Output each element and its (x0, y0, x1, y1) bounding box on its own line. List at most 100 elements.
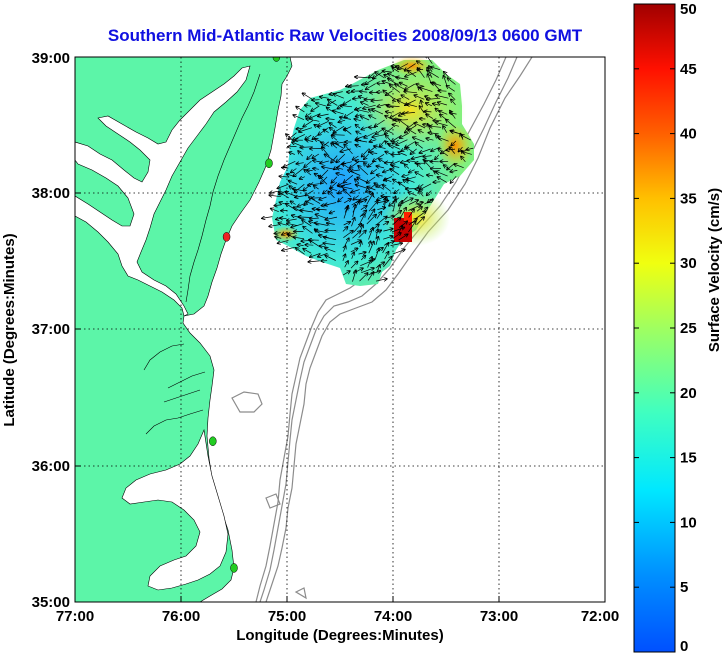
velocity-vector-arrow (361, 268, 374, 274)
velocity-vector-arrow (341, 187, 353, 189)
bathymetry-contour-2 (259, 57, 518, 602)
velocity-vector-arrow (343, 99, 352, 105)
velocity-vector-arrow (402, 175, 410, 177)
velocity-vector-arrow (420, 87, 433, 92)
velocity-vector-arrow (429, 126, 442, 127)
velocity-vector-arrow (329, 188, 338, 190)
velocity-vector-arrow (383, 197, 387, 210)
velocity-vector-arrow (340, 105, 353, 106)
velocity-vector-arrow (449, 147, 456, 154)
velocity-vector-arrow (376, 216, 387, 226)
velocity-vector-arrow (382, 128, 393, 134)
velocity-vector-arrow (322, 167, 335, 170)
velocity-vector-arrow (371, 100, 383, 101)
velocity-vector-arrow (401, 95, 410, 100)
velocity-vector-arrow (408, 200, 418, 205)
velocity-vector-arrow (414, 95, 425, 100)
velocity-vector-arrow (413, 137, 425, 143)
velocity-vector-arrow (383, 236, 393, 240)
velocity-vector-arrow (375, 248, 379, 259)
velocity-vector-arrow (416, 217, 425, 225)
velocity-vector-arrow (358, 252, 367, 254)
velocity-vector-arrow (466, 148, 474, 150)
velocity-vector-arrow (304, 105, 312, 106)
velocity-vector-arrow (385, 112, 392, 114)
velocity-vector-arrow (343, 175, 354, 183)
velocity-vector-arrow (344, 144, 353, 155)
velocity-vector-arrow (360, 206, 367, 210)
velocity-vector-arrow (399, 83, 408, 87)
velocity-vector-arrow (336, 153, 346, 162)
velocity-vector-arrow (360, 241, 362, 248)
velocity-vector-arrow (364, 153, 370, 160)
velocity-vector-arrow (360, 261, 372, 267)
velocity-vector-arrow (408, 70, 417, 77)
velocity-vector-arrow (366, 193, 374, 205)
velocity-vector-arrow (425, 103, 433, 107)
velocity-vector-arrow (435, 154, 440, 160)
velocity-vector-arrow (352, 204, 356, 218)
colorbar-tick-label: 40 (680, 126, 697, 143)
velocity-vector-arrow (427, 175, 434, 176)
velocity-vector-arrow (262, 217, 273, 219)
velocity-vector-arrow (424, 161, 431, 168)
velocity-vector-arrow (438, 148, 449, 157)
velocity-vector-arrow (390, 169, 400, 175)
velocity-vector-arrow (286, 134, 295, 143)
velocity-vector-arrow (323, 243, 336, 245)
velocity-vector-arrow (407, 161, 416, 162)
velocity-vector-arrow (331, 176, 338, 183)
velocity-vector-arrow (461, 156, 466, 163)
velocity-vector-arrow (377, 105, 386, 107)
velocity-vector-arrow (367, 209, 375, 220)
velocity-vector-arrow (320, 176, 328, 184)
velocity-vector-arrow (359, 273, 368, 282)
velocity-vector-arrow (344, 238, 349, 246)
velocity-vector-arrow (297, 203, 305, 206)
velocity-vector-arrow (414, 123, 426, 129)
velocity-vector-arrow (364, 132, 375, 139)
velocity-vector-arrow (304, 170, 312, 176)
velocity-vector-arrow (443, 126, 448, 133)
velocity-vector-arrow (427, 70, 439, 78)
velocity-vector-arrow (309, 197, 321, 204)
velocity-vector-arrow (287, 223, 298, 226)
velocity-vector-arrow (433, 182, 441, 183)
velocity-vector-arrow (438, 91, 447, 92)
x-tick-label: 72:00 (581, 608, 619, 625)
velocity-vector-arrow (386, 135, 392, 142)
velocity-vector-arrow (437, 177, 447, 183)
velocity-vector-arrow (321, 142, 330, 147)
velocity-vector-arrow (402, 112, 415, 113)
velocity-vector-arrow (296, 248, 305, 255)
velocity-vector-arrow (384, 179, 392, 182)
velocity-vector-arrow (376, 236, 378, 245)
velocity-vector-arrow (392, 211, 402, 218)
velocity-vector-arrow (446, 119, 457, 129)
velocity-vector-arrow (376, 265, 380, 273)
velocity-vector-arrow (374, 146, 386, 149)
velocity-vector-arrow (424, 111, 432, 112)
velocity-vector-arrow (358, 230, 367, 238)
velocity-vector-arrow (298, 151, 303, 157)
colorbar-label: Surface Velocity (cm/s) (706, 188, 723, 352)
velocity-vector-arrow (357, 177, 370, 184)
velocity-vector-arrow (388, 144, 401, 150)
velocity-vector-arrow (327, 99, 337, 105)
velocity-vector-arrow (323, 237, 337, 240)
velocity-vector-arrow (338, 191, 344, 194)
colorbar-gradient (633, 3, 676, 653)
radar-stations (209, 57, 281, 573)
velocity-vector-arrow (443, 165, 450, 170)
velocity-vector-arrow (376, 175, 383, 176)
velocity-vector-arrow (324, 154, 336, 162)
velocity-vector-arrow (338, 120, 346, 122)
colorbar-tick-label: 30 (680, 255, 697, 272)
velocity-vector-arrow (289, 152, 295, 155)
bathymetry-ellipse (231, 391, 307, 600)
velocity-vector-arrow (352, 155, 359, 160)
x-axis-label: Longitude (Degrees:Minutes) (236, 627, 444, 644)
velocity-vector-arrow (287, 219, 297, 221)
velocity-vector-arrow (344, 261, 349, 268)
velocity-vector-arrow (367, 272, 374, 281)
